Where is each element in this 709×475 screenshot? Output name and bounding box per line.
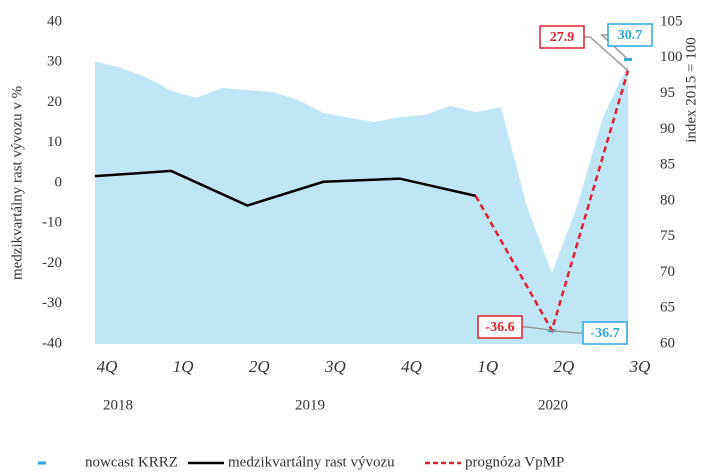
x-tick-label: 2Q (249, 357, 270, 376)
annotation-connector (551, 329, 583, 334)
y2-tick-label: 85 (660, 157, 675, 173)
y-axis-label: medzikvartálny rast vývozu v % (9, 86, 25, 280)
annotation-box (539, 25, 585, 49)
y2-axis-label: index 2015 = 100 (683, 37, 699, 143)
y-tick-label: -20 (42, 255, 62, 271)
y2-tick-label: 80 (660, 192, 675, 208)
legend-label: nowcast KRRZ (85, 454, 178, 470)
y2-tick-label: 100 (660, 49, 683, 65)
y2-tick-label: 90 (660, 121, 675, 137)
annotation-label: 30.7 (618, 28, 643, 43)
x-tick-label: 2Q (553, 357, 574, 376)
y-tick-label: 20 (47, 94, 62, 110)
y2-tick-label: 105 (660, 13, 683, 29)
y-tick-label: -30 (42, 295, 62, 311)
y2-tick-label: 70 (660, 264, 675, 280)
annotation-connector (584, 36, 629, 72)
series-line (94, 169, 476, 207)
year-label: 2019 (295, 397, 325, 413)
annotation-label: -36.7 (590, 326, 619, 341)
y-tick-label: 0 (55, 174, 63, 190)
annotation-connector (600, 34, 629, 60)
y2-tick-label: 65 (660, 300, 675, 316)
annotation-label: 27.9 (550, 30, 575, 45)
y2-tick-label: 60 (660, 335, 675, 351)
y-tick-label: 40 (47, 13, 62, 29)
year-label: 2018 (103, 397, 133, 413)
annotation-box (582, 321, 628, 345)
annotation-connector (522, 326, 552, 332)
y2-tick-label: 95 (660, 85, 675, 101)
y-tick-label: 30 (47, 54, 62, 70)
y2-tick-label: 75 (660, 228, 675, 244)
y-tick-label: -10 (42, 215, 62, 231)
annotation-box (477, 315, 523, 339)
x-tick-label: 3Q (629, 357, 651, 376)
index-area (95, 61, 628, 344)
legend-label: prognóza VpMP (465, 454, 564, 470)
year-label: 2020 (538, 397, 568, 413)
annotation-label: -36.6 (485, 320, 514, 335)
annotation-box (607, 23, 653, 47)
legend-label: medzikvartálny rast vývozu (228, 454, 395, 470)
y-tick-label: -40 (42, 335, 62, 351)
y-tick-label: 10 (47, 134, 62, 150)
x-tick-label: 3Q (324, 357, 346, 376)
x-tick-label: 4Q (401, 357, 422, 376)
x-tick-label: 4Q (97, 357, 118, 376)
x-tick-label: 1Q (173, 357, 194, 376)
x-tick-label: 1Q (477, 357, 498, 376)
